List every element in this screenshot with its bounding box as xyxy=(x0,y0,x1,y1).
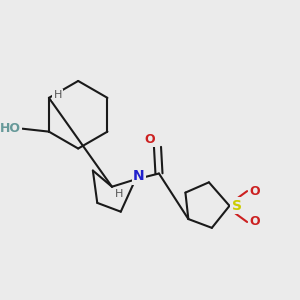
Text: O: O xyxy=(145,133,155,146)
Text: HO: HO xyxy=(0,122,21,135)
Text: S: S xyxy=(232,199,242,213)
Text: O: O xyxy=(249,184,260,198)
Text: H: H xyxy=(115,189,124,199)
Text: H: H xyxy=(53,90,62,100)
Text: O: O xyxy=(249,215,260,229)
Text: N: N xyxy=(133,169,145,183)
